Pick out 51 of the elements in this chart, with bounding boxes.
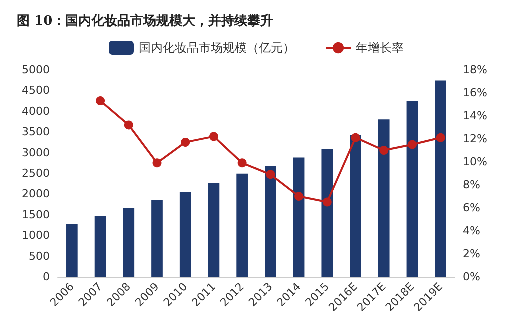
legend-label: 国内化妆品市场规模（亿元） bbox=[139, 41, 295, 55]
y-tick-label: 0 bbox=[43, 270, 50, 284]
y2-tick-label: 12% bbox=[463, 132, 488, 146]
y2-tick-label: 2% bbox=[463, 248, 480, 260]
y-tick-label: 2500 bbox=[22, 167, 50, 180]
bar bbox=[66, 224, 78, 277]
point bbox=[124, 120, 134, 130]
bar bbox=[180, 192, 192, 277]
point bbox=[209, 132, 218, 142]
y2-tick-label: 14% bbox=[463, 110, 488, 122]
point bbox=[322, 198, 332, 207]
bar bbox=[265, 166, 276, 277]
point bbox=[181, 138, 190, 147]
bar bbox=[322, 149, 334, 277]
y2-tick-label: 10% bbox=[463, 156, 488, 168]
y2-tick-label: 18% bbox=[463, 64, 488, 76]
y-tick-label: 4500 bbox=[22, 84, 50, 98]
y2-tick-label: 6% bbox=[463, 202, 480, 214]
bar bbox=[123, 208, 135, 277]
y-tick-label: 500 bbox=[29, 250, 50, 263]
y-tick-label: 3500 bbox=[22, 126, 50, 139]
point bbox=[294, 192, 304, 201]
bar bbox=[236, 174, 248, 277]
point bbox=[408, 140, 417, 150]
point bbox=[152, 158, 162, 168]
y-tick-label: 3000 bbox=[22, 146, 50, 160]
point bbox=[380, 146, 389, 155]
y-tick-label: 4000 bbox=[22, 104, 50, 118]
bar bbox=[378, 120, 390, 277]
point bbox=[351, 133, 360, 142]
y2-tick-label: 16% bbox=[463, 86, 488, 100]
bar bbox=[293, 158, 305, 277]
bar bbox=[152, 200, 163, 277]
bar bbox=[350, 135, 362, 277]
y-tick-label: 2000 bbox=[22, 188, 50, 201]
y2-tick-label: 0% bbox=[463, 270, 480, 284]
bar bbox=[406, 101, 418, 277]
y-tick-label: 5000 bbox=[22, 64, 50, 76]
point bbox=[96, 96, 106, 106]
point bbox=[436, 133, 446, 142]
point bbox=[238, 158, 247, 168]
chart-title: 图 10：国内化妆品市场规模大，并持续攀升 bbox=[17, 13, 274, 29]
y-tick-label: 1500 bbox=[22, 208, 50, 222]
y2-tick-label: 8% bbox=[463, 178, 480, 192]
y2-tick-label: 4% bbox=[463, 224, 480, 238]
y-tick-label: 1000 bbox=[22, 229, 50, 242]
legend-label: 年增长率 bbox=[356, 41, 404, 55]
bar bbox=[435, 80, 446, 277]
point bbox=[266, 170, 276, 180]
bar bbox=[94, 216, 106, 277]
bar bbox=[208, 183, 220, 277]
